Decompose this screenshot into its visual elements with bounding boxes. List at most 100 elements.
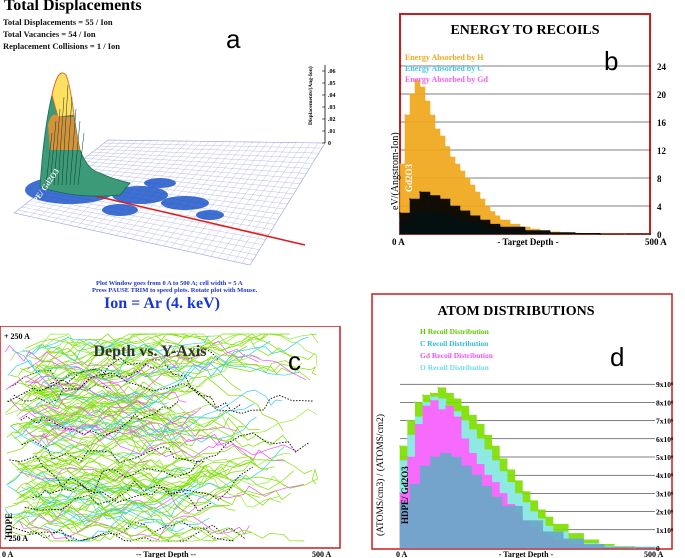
panel-d-legend-c: C Recoil Distribution (420, 339, 489, 348)
series-gd-point (452, 416, 455, 418)
peak-ridge-line (49, 120, 57, 186)
recoil-track (9, 348, 259, 411)
series-o-point (654, 547, 656, 549)
ion-label: Ion = Ar (4. keV) (104, 295, 220, 312)
floor-grid-line (171, 141, 253, 248)
atom-distributions-chart[interactable]: ATOM DISTRIBUTIONS 9x10⁶ 8x10⁶ 7x10⁶ 6x10⁶ 5… (352, 290, 685, 558)
series-h-point (460, 405, 462, 407)
series-h-point (434, 128, 436, 130)
recoil-track (40, 403, 255, 448)
recoil-track (27, 340, 139, 362)
series-h-point (406, 419, 409, 422)
series-h-point (419, 86, 421, 88)
y-tick-label: 3x10⁶ (656, 489, 674, 498)
z-tick-label: .02 (328, 117, 336, 123)
series-gd-point (489, 223, 491, 225)
series-gd-point (445, 405, 447, 407)
recoil-track (43, 444, 135, 467)
series-h-point (536, 508, 539, 511)
floor-grid-line (179, 141, 261, 250)
recoil-track (25, 333, 188, 349)
series-gd-point (429, 399, 432, 402)
panel-a-note-1: Plot Window goes from 0 A to 500 A; cell… (96, 280, 243, 287)
recoil-track (24, 480, 213, 512)
energy-to-recoils-chart[interactable]: ENERGY TO RECOILS 24 20 16 12 8 4 0 Energy Abs… (360, 0, 685, 262)
series-h-point (399, 163, 401, 165)
panel-b-xtick-0: 0 A (392, 237, 405, 247)
y-tick-label: 7x10⁶ (656, 417, 674, 426)
recoil-track (37, 512, 235, 542)
y-tick-label: 24 (657, 62, 667, 72)
y-tick-label: 4x10⁶ (656, 471, 674, 480)
y-tick-label: 4 (657, 202, 662, 212)
series-gd-point (439, 198, 441, 200)
peak-ridge-line (57, 96, 65, 186)
series-c-point (483, 448, 485, 451)
z-tick-label: .06 (328, 69, 336, 75)
series-h-point (414, 401, 417, 404)
panel-b-ylabel: eV/(Angstrom-Ion) (390, 132, 401, 210)
series-h-point (479, 198, 481, 200)
panel-b-title: ENERGY TO RECOILS (450, 23, 599, 38)
series-gd-point (599, 233, 601, 235)
recoil-track (14, 413, 178, 440)
series-gd-point (475, 463, 478, 466)
z-tick-label: 0 (328, 141, 331, 147)
series-o-point (542, 530, 544, 533)
panel-d-label: d (610, 342, 625, 372)
recoil-track (27, 400, 157, 429)
series-o-point (399, 501, 401, 504)
y-tick-label: 8 (657, 174, 662, 184)
series-o-point (582, 543, 585, 546)
displacement-3d-plot[interactable]: .06 .05 .04 .03 .02 .01 0 Displacements/(Ang-I… (0, 55, 345, 275)
recoil-track (5, 375, 286, 462)
panel-a-stat-1: Total Displacements = 55 / Ion (3, 17, 113, 27)
series-h-point (474, 191, 476, 193)
panel-c-label: c (288, 346, 301, 376)
series-h-point (521, 490, 524, 493)
panel-d-xlabel: - Target Depth - (499, 550, 554, 558)
recoil-track (43, 333, 318, 366)
panel-b-xlabel: - Target Depth - (497, 237, 558, 247)
series-gd-point (406, 456, 409, 458)
recoil-track (44, 419, 144, 442)
series-gd-point (524, 229, 526, 232)
series-h-point (494, 215, 496, 217)
y-tick-label: 6x10⁶ (656, 435, 674, 444)
series-c-point (422, 401, 424, 404)
series-c-point (468, 428, 470, 431)
recoil-track (20, 462, 203, 485)
panel-c-ytop: + 250 A (4, 332, 30, 341)
floor-grid-line (234, 142, 311, 262)
series-h-point (399, 445, 401, 447)
series-h-point (422, 394, 424, 396)
recoil-track (36, 450, 231, 510)
series-gd-point (429, 194, 431, 197)
recoil-track (29, 520, 235, 542)
depth-vs-y-chart[interactable]: Depth vs. Y-Axis + 250 A - 250 A HDPE 0 … (0, 326, 345, 558)
recoil-track (20, 401, 179, 437)
recoil-track (40, 361, 317, 387)
series-h-point (499, 219, 501, 221)
recoil-track (27, 351, 177, 381)
recoil-track (36, 336, 309, 411)
recoil-track (16, 387, 176, 422)
panel-c-title: Depth vs. Y-Axis (93, 343, 206, 360)
floor-grid-line (186, 142, 268, 252)
recoil-track (35, 333, 290, 370)
recoil-track (5, 490, 305, 542)
recoil-track (36, 333, 266, 380)
series-h-point (529, 499, 531, 502)
peak-ridge-line (73, 120, 81, 186)
recoil-track (29, 333, 247, 370)
y-tick-label: 2x10⁶ (656, 508, 674, 517)
series-o-point (521, 519, 524, 522)
series-gd-point (399, 492, 401, 495)
floor-grid-line (249, 142, 326, 266)
series-gd-point (479, 219, 481, 221)
panel-c-xlabel: -- Target Depth -- (136, 550, 196, 558)
series-gd-point (574, 232, 576, 235)
series-h-point (424, 100, 426, 102)
recoil-track (19, 515, 250, 541)
recoil-track (21, 403, 147, 423)
